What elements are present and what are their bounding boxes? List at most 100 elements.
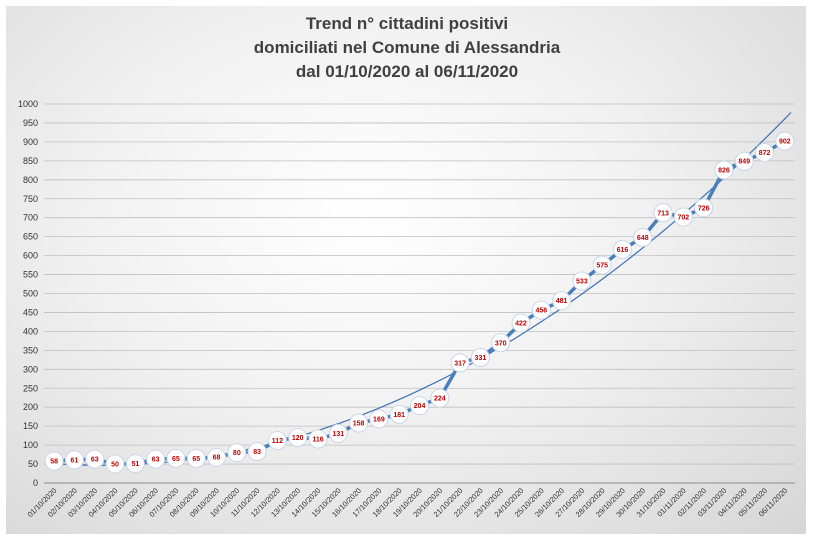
data-point	[673, 207, 693, 227]
data-label: 63	[152, 457, 160, 464]
data-point	[612, 240, 632, 260]
data-point	[267, 431, 287, 451]
data-label: 61	[71, 457, 79, 464]
data-point	[450, 353, 470, 373]
data-point	[369, 409, 389, 429]
data-point	[125, 454, 145, 474]
y-tick-label: 800	[23, 175, 38, 185]
data-label: 872	[759, 150, 771, 157]
y-tick-label: 900	[23, 137, 38, 147]
chart-title-line-2: domiciliati nel Comune di Alessandria	[253, 38, 561, 57]
data-label: 80	[233, 450, 241, 457]
data-point	[430, 388, 450, 408]
data-label: 826	[718, 167, 730, 174]
y-tick-label: 100	[23, 440, 38, 450]
data-label: 648	[637, 235, 649, 242]
data-label: 68	[213, 455, 221, 462]
y-tick-label: 300	[23, 364, 38, 374]
y-tick-label: 50	[28, 459, 38, 469]
data-point	[511, 313, 531, 333]
y-tick-label: 150	[23, 421, 38, 431]
y-tick-label: 400	[23, 326, 38, 336]
data-label: 370	[495, 340, 507, 347]
data-label: 204	[414, 403, 426, 410]
data-point	[308, 429, 328, 449]
data-point	[410, 396, 429, 416]
data-label: 902	[779, 139, 791, 146]
data-label: 533	[576, 278, 588, 285]
data-label: 65	[172, 456, 180, 463]
data-point	[64, 450, 84, 470]
data-point	[146, 449, 166, 469]
data-label: 317	[454, 360, 466, 367]
data-label: 50	[111, 462, 119, 469]
y-tick-label: 550	[23, 270, 38, 280]
data-label: 616	[617, 247, 629, 254]
data-label: 83	[253, 449, 261, 456]
data-point	[572, 271, 592, 291]
data-point	[552, 291, 572, 311]
data-point	[328, 423, 348, 443]
data-point	[633, 227, 653, 247]
data-point	[755, 143, 775, 163]
data-point	[592, 255, 612, 275]
data-label: 422	[515, 321, 527, 328]
data-point	[531, 300, 551, 320]
y-tick-label: 850	[23, 156, 38, 166]
data-point	[491, 333, 511, 353]
data-point	[186, 448, 206, 468]
data-label: 713	[657, 210, 669, 217]
data-point	[166, 448, 186, 468]
data-label: 331	[475, 355, 487, 362]
data-point	[775, 131, 795, 151]
data-point	[694, 198, 714, 218]
data-label: 849	[738, 159, 750, 166]
chart-area	[6, 6, 806, 534]
data-label: 702	[678, 214, 690, 221]
y-tick-label: 350	[23, 345, 38, 355]
data-point	[105, 454, 125, 474]
y-tick-label: 700	[23, 213, 38, 223]
y-tick-label: 1000	[18, 99, 38, 109]
data-point	[207, 447, 227, 467]
data-label: 112	[272, 438, 283, 445]
data-point	[247, 442, 267, 462]
data-point	[734, 151, 754, 171]
data-point	[288, 428, 308, 448]
y-tick-label: 0	[33, 478, 38, 488]
data-point	[653, 203, 673, 223]
series-line	[52, 139, 787, 466]
y-tick-label: 950	[23, 118, 38, 128]
y-tick-label: 600	[23, 251, 38, 261]
data-label: 120	[292, 435, 304, 442]
data-label: 224	[434, 396, 446, 403]
chart-title-line-1: Trend n° cittadini positivi	[305, 14, 509, 33]
chart-title: Trend n° cittadini positivi domiciliati …	[0, 12, 814, 84]
data-label: 181	[393, 412, 405, 419]
data-point	[227, 443, 247, 463]
data-label: 169	[373, 416, 385, 423]
data-label: 158	[353, 421, 365, 428]
y-tick-label: 500	[23, 289, 38, 299]
data-label: 131	[332, 431, 344, 438]
y-tick-label: 650	[23, 232, 38, 242]
data-label: 726	[698, 205, 710, 212]
data-label: 65	[192, 456, 200, 463]
data-point	[389, 404, 409, 424]
data-point	[44, 451, 64, 471]
data-label: 575	[596, 263, 608, 270]
y-tick-label: 200	[23, 402, 38, 412]
data-point	[349, 413, 369, 433]
data-label: 63	[91, 457, 99, 464]
data-label: 481	[556, 298, 568, 305]
data-point	[470, 348, 490, 368]
data-point	[714, 160, 734, 180]
y-tick-label: 750	[23, 194, 38, 204]
data-label: 456	[535, 308, 547, 315]
y-tick-label: 450	[23, 307, 38, 317]
data-label: 116	[312, 437, 323, 444]
y-tick-label: 250	[23, 383, 38, 393]
data-label: 58	[50, 459, 58, 466]
chart-title-line-3: dal 01/10/2020 al 06/11/2020	[295, 62, 519, 81]
